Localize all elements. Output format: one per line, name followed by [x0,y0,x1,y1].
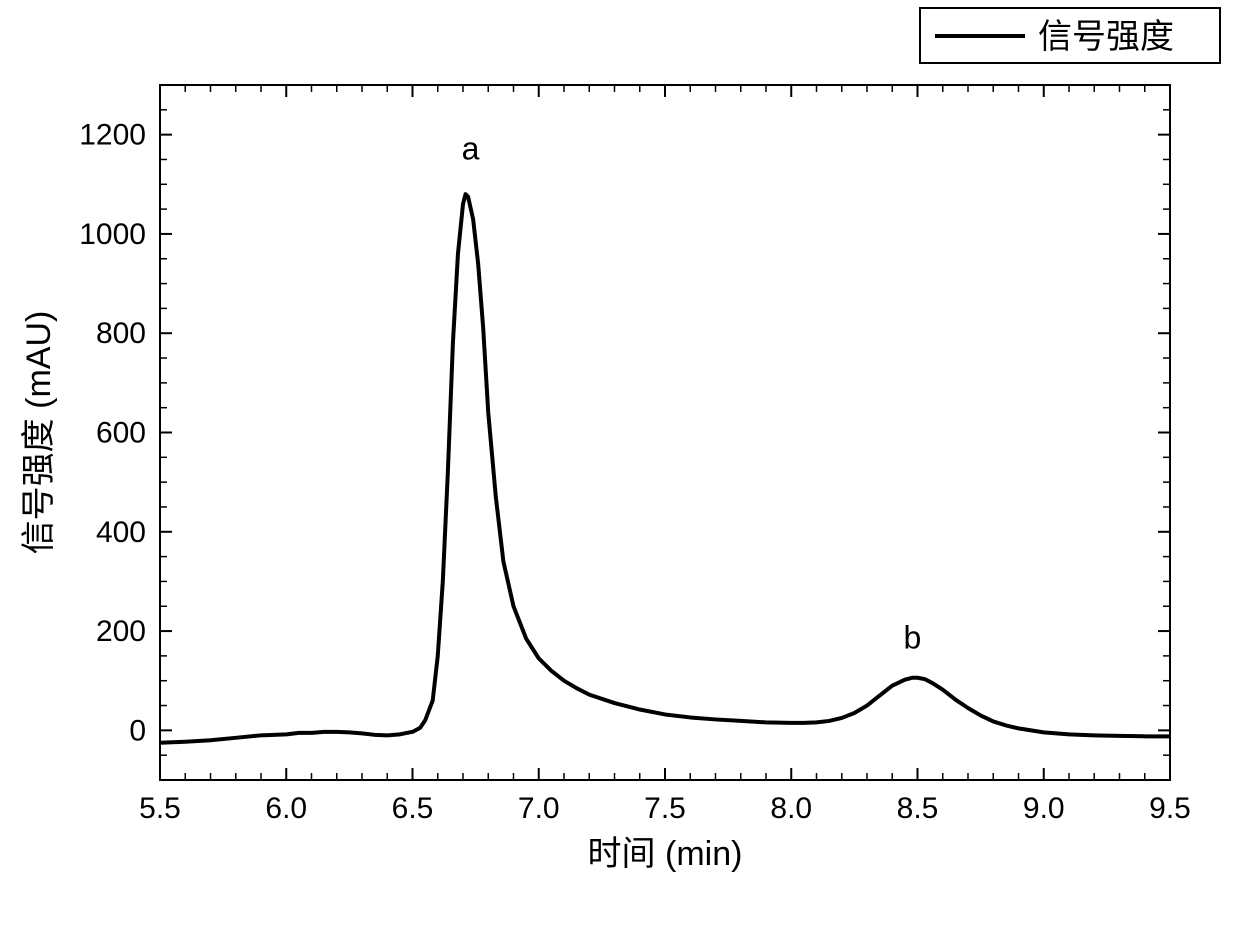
legend-label: 信号强度 [1038,18,1174,56]
data-series-line [160,194,1170,743]
y-tick-label: 1000 [79,218,146,251]
plot-frame [160,85,1170,780]
x-tick-label: 9.5 [1149,792,1191,825]
y-tick-label: 1200 [79,119,146,152]
x-tick-label: 7.0 [518,792,560,825]
x-tick-label: 8.5 [897,792,939,825]
peak-label-b: b [904,619,922,655]
chart-svg: 5.5 6.0 6.5 7.0 7.5 8.0 8.5 9.0 9.5 0 200 400 600 800… [0,0,1240,925]
chart-container: 5.5 6.0 6.5 7.0 7.5 8.0 8.5 9.0 9.5 0 200 400 600 800… [0,0,1240,925]
x-tick-label: 6.0 [265,792,307,825]
y-tick-label: 600 [96,417,146,450]
x-tick-label: 8.0 [770,792,812,825]
y-tick-label: 0 [129,714,146,747]
peak-label-a: a [462,130,480,166]
x-tick-label: 5.5 [139,792,181,825]
x-tick-label: 6.5 [392,792,434,825]
y-tick-label: 800 [96,317,146,350]
y-tick-label: 400 [96,516,146,549]
x-tick-label: 9.0 [1023,792,1065,825]
y-tick-label: 200 [96,615,146,648]
x-tick-label: 7.5 [644,792,686,825]
x-axis-title: 时间 (min) [588,835,743,873]
y-axis-title: 信号强度 (mAU) [20,311,58,555]
